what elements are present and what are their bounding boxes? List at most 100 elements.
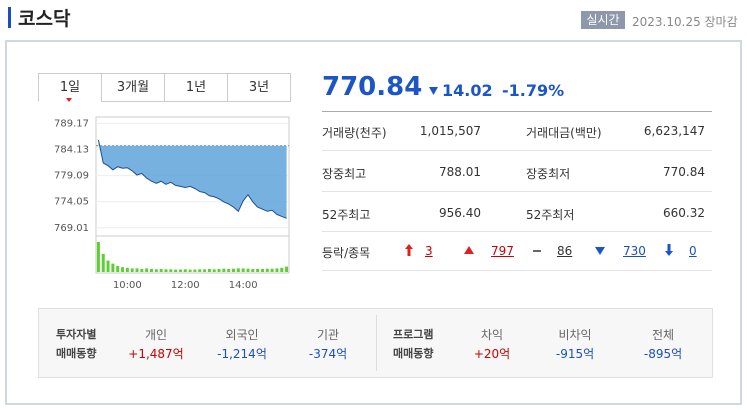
stat-value: 770.84 — [663, 165, 705, 179]
flow-label: 매매동향 — [56, 347, 97, 360]
flow-value: -1,214억 — [217, 347, 267, 361]
tab[interactable]: 3년 — [227, 73, 291, 102]
volume-bar — [270, 268, 274, 272]
volume-bar — [275, 268, 279, 272]
y-tick-label: 789.17 — [54, 118, 89, 129]
chart-frame — [95, 116, 290, 274]
volume-bar — [111, 263, 115, 272]
rule — [322, 270, 712, 271]
stat-label: 장중최고 — [322, 167, 367, 181]
panel — [5, 40, 742, 405]
down-icon — [429, 87, 438, 95]
active-marker — [66, 98, 72, 102]
y-tick-label: 769.01 — [54, 223, 89, 234]
volume-bar — [207, 269, 211, 272]
volume-bar — [188, 269, 192, 272]
stat-label: 52주최고 — [322, 208, 371, 222]
y-tick-label: 779.09 — [54, 171, 89, 182]
flow-name: 전체 — [651, 328, 675, 342]
volume-bar — [164, 269, 168, 272]
volume-bar — [232, 268, 236, 272]
breadth-count[interactable]: 797 — [491, 244, 514, 258]
volume-bar — [159, 269, 163, 272]
stat-value: 956.40 — [439, 206, 481, 220]
volume-bar — [265, 268, 269, 272]
area — [98, 139, 287, 219]
volume-bar — [178, 269, 182, 272]
stat-value: 6,623,147 — [643, 124, 705, 138]
volume-bar — [121, 267, 125, 272]
breadth-count[interactable]: 86 — [557, 244, 573, 258]
volume-bar — [203, 269, 207, 272]
volume-bar — [251, 269, 255, 272]
change: 14.02 — [442, 81, 493, 100]
divider — [376, 315, 377, 371]
volume-bar — [169, 269, 173, 272]
stat-value: 1,015,507 — [419, 124, 481, 138]
volume-bar — [145, 268, 149, 272]
volume-bar — [183, 269, 187, 272]
badge: 실시간 — [581, 11, 625, 29]
volume-bar — [198, 269, 202, 272]
flow-value: -915억 — [555, 347, 595, 361]
breadth-count[interactable]: 0 — [689, 244, 697, 258]
volume-bar — [285, 266, 289, 272]
volume-bar — [227, 269, 231, 272]
flow-label: 매매동향 — [393, 347, 434, 360]
date: 2023.10.25 장마감 — [632, 15, 738, 29]
y-tick-label: 774.05 — [54, 197, 89, 208]
volume-bar — [101, 254, 105, 272]
stat-value: 788.01 — [439, 165, 481, 179]
volume-bar — [149, 269, 153, 272]
tab[interactable]: 1년 — [164, 73, 228, 102]
volume-bar — [236, 268, 240, 272]
stat-label: 거래량(천주) — [322, 126, 387, 140]
volume-bar — [135, 268, 139, 272]
flow-value: +1,487억 — [128, 347, 184, 361]
volume-bar — [154, 269, 158, 272]
title-bar — [8, 7, 11, 28]
chart: 769.01 774.05 779.09 784.13 789.17 10:00 12:00… — [54, 116, 290, 291]
flow-name: 기관 — [316, 328, 340, 342]
tab[interactable]: 3개월 — [101, 73, 165, 102]
volume-bar — [246, 268, 250, 272]
stat-label: 거래대금(백만) — [526, 126, 602, 140]
flow-value: -374억 — [308, 347, 348, 361]
line — [97, 139, 287, 219]
volume-bar — [174, 269, 178, 272]
volume-bar — [125, 267, 129, 272]
stat-value: 660.32 — [663, 206, 705, 220]
rate: -1.79% — [502, 81, 565, 100]
flow-label: 투자자별 — [56, 328, 97, 341]
volume-bar — [106, 260, 110, 272]
volume-bar — [140, 269, 144, 272]
volume-bar — [256, 269, 260, 272]
price: 770.84 — [322, 72, 423, 102]
stat-label: 52주최저 — [526, 208, 575, 222]
breadth-count[interactable]: 730 — [623, 244, 646, 258]
flow-name: 외국인 — [225, 328, 259, 342]
rule — [322, 231, 712, 232]
rule — [322, 191, 712, 192]
flow-name: 비차익 — [558, 328, 592, 342]
x-tick-label: 10:00 — [113, 280, 142, 291]
volume-bar — [241, 268, 245, 272]
breadth-count[interactable]: 3 — [425, 244, 433, 258]
breadth-icons — [405, 244, 673, 256]
volume-bar — [280, 267, 284, 272]
volume-bar — [260, 269, 264, 272]
y-tick-label: 784.13 — [54, 144, 89, 155]
flow-label: 프로그램 — [393, 328, 434, 341]
volume-bar — [217, 269, 221, 272]
flow-value: +20억 — [473, 347, 511, 361]
flow-name: 개인 — [144, 328, 168, 342]
volume-bar — [212, 269, 216, 272]
rule — [322, 111, 712, 112]
x-tick-label: 12:00 — [171, 280, 200, 291]
title: 코스닥 — [18, 8, 71, 30]
breadth-label: 등락/종목 — [322, 246, 371, 260]
flow-name: 차익 — [480, 328, 504, 342]
volume-bar — [193, 269, 197, 272]
volume-bar — [96, 242, 100, 272]
